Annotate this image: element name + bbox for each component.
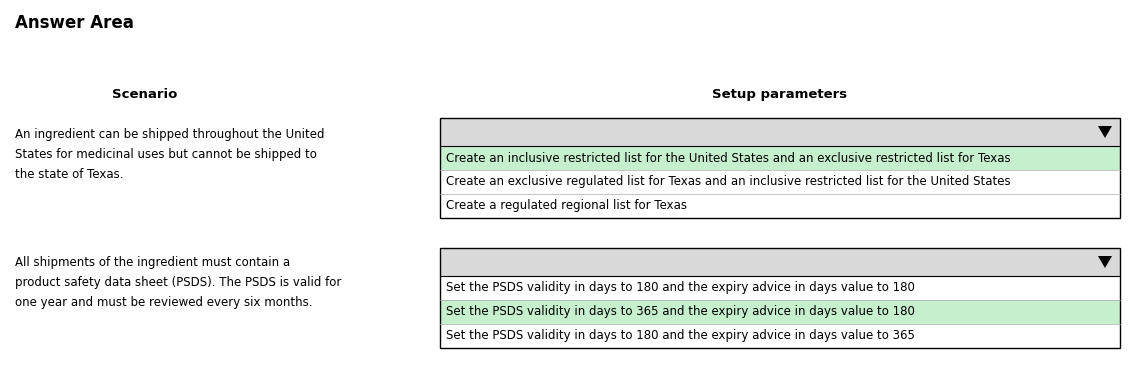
Text: Create a regulated regional list for Texas: Create a regulated regional list for Tex… (446, 199, 687, 212)
Text: Set the PSDS validity in days to 180 and the expiry advice in days value to 180: Set the PSDS validity in days to 180 and… (446, 282, 915, 295)
Bar (440, 300, 1119, 324)
Bar (440, 248, 1119, 276)
Text: Create an exclusive regulated list for Texas and an inclusive restricted list fo: Create an exclusive regulated list for T… (446, 175, 1011, 188)
Bar (440, 170, 1119, 194)
Text: Set the PSDS validity in days to 180 and the expiry advice in days value to 365: Set the PSDS validity in days to 180 and… (446, 330, 915, 343)
Bar (440, 248, 1119, 348)
Polygon shape (1098, 126, 1112, 138)
Text: Answer Area: Answer Area (15, 14, 133, 32)
Bar (440, 276, 1119, 300)
Bar (440, 118, 1119, 218)
Text: Scenario: Scenario (113, 88, 178, 101)
Bar (440, 324, 1119, 348)
Text: An ingredient can be shipped throughout the United
States for medicinal uses but: An ingredient can be shipped throughout … (15, 128, 325, 181)
Bar (440, 118, 1119, 218)
Bar (440, 118, 1119, 146)
Text: Create an inclusive restricted list for the United States and an exclusive restr: Create an inclusive restricted list for … (446, 152, 1011, 165)
Bar (440, 194, 1119, 218)
Polygon shape (1098, 256, 1112, 268)
Text: Setup parameters: Setup parameters (712, 88, 847, 101)
Bar (440, 248, 1119, 348)
Bar (440, 146, 1119, 170)
Text: All shipments of the ingredient must contain a
product safety data sheet (PSDS).: All shipments of the ingredient must con… (15, 256, 341, 309)
Text: Set the PSDS validity in days to 365 and the expiry advice in days value to 180: Set the PSDS validity in days to 365 and… (446, 306, 915, 319)
